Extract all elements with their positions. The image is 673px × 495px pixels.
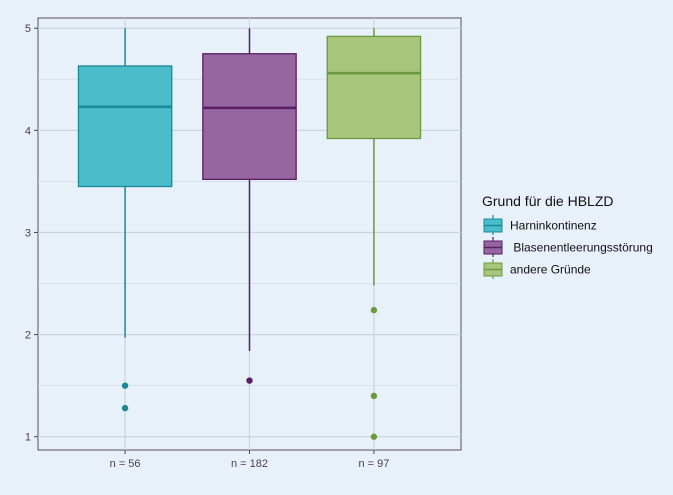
legend-entry: Harninkontinenz xyxy=(483,215,597,235)
x-tick-label: n = 97 xyxy=(358,458,389,470)
outlier-point xyxy=(370,433,378,440)
x-tick-label: n = 182 xyxy=(231,458,268,470)
outlier-point xyxy=(121,404,129,412)
box-iqr xyxy=(77,65,173,188)
outlier-point xyxy=(246,377,253,384)
legend: Grund für die HBLZD Harninkontinenz Blas… xyxy=(482,193,653,279)
x-tick-label: n = 56 xyxy=(110,458,141,470)
box-group xyxy=(326,28,422,440)
outlier-point xyxy=(370,306,378,314)
y-tick-label: 1 xyxy=(25,432,31,444)
box-iqr xyxy=(326,35,422,140)
axes-layer: 1 2 3 4 5 n = 56 n = 182 n = 97 xyxy=(25,23,389,470)
box-group xyxy=(77,28,173,412)
legend-label: andere Gründe xyxy=(510,263,591,277)
outlier-point xyxy=(370,392,378,400)
y-tick-label: 5 xyxy=(25,23,31,35)
y-tick-label: 3 xyxy=(25,227,31,239)
legend-label: Blasenentleerungsstörung xyxy=(510,241,653,255)
legend-entry: Blasenentleerungsstörung xyxy=(483,237,653,257)
legend-entry: andere Gründe xyxy=(483,259,591,279)
y-tick-label: 2 xyxy=(25,330,31,342)
boxes-layer xyxy=(77,28,422,440)
y-tick-label: 4 xyxy=(25,125,31,137)
legend-title: Grund für die HBLZD xyxy=(482,193,614,209)
box-iqr xyxy=(202,53,297,181)
legend-label: Harninkontinenz xyxy=(510,219,597,233)
box-group xyxy=(202,28,297,384)
outlier-point xyxy=(121,382,129,389)
